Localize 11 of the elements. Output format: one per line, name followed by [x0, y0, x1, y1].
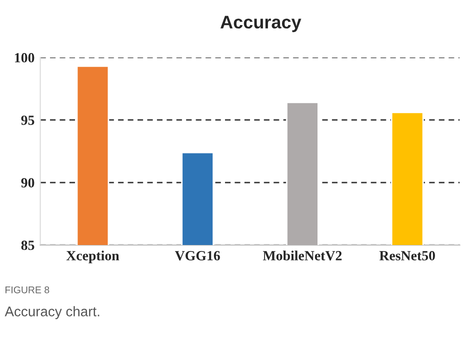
caption: FIGURE 8 [6, 286, 50, 294]
x-tick-label: MobileNetV2 [262, 250, 342, 260]
chart-title: Accuracy [220, 16, 302, 32]
x-tick-label: VGG16 [174, 251, 220, 260]
y-tick-label: 85 [21, 240, 34, 250]
y-tick-label: 100 [15, 53, 34, 62]
text: Accuracy chart. [4, 306, 100, 320]
y-tick-label: 95 [21, 116, 34, 125]
y-tick-label: 90 [21, 178, 34, 188]
x-tick-label: ResNet50 [379, 251, 435, 260]
x-tick-label: Xception [66, 250, 120, 264]
